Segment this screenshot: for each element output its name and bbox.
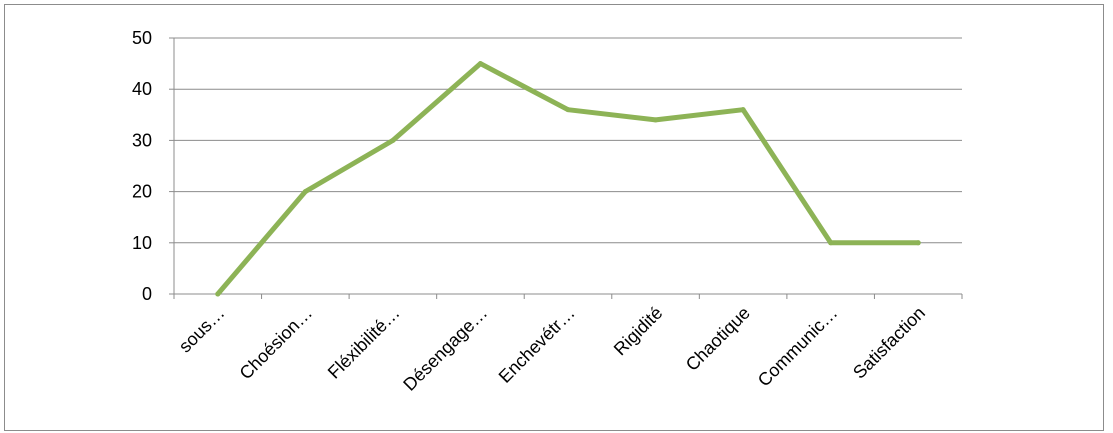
y-tick-label-30: 30	[132, 130, 152, 150]
data-point-5	[653, 117, 659, 123]
data-point-1	[302, 189, 308, 195]
y-tick-label-0: 0	[142, 284, 152, 304]
data-point-3	[477, 61, 483, 67]
x-tick-label-8: Satisfaction	[849, 303, 929, 383]
data-point-6	[740, 107, 746, 113]
x-tick-label-1: Choésion…	[236, 303, 317, 384]
data-point-8	[915, 240, 921, 246]
data-point-7	[828, 240, 834, 246]
series-line-0	[215, 61, 921, 297]
y-tick-label-10: 10	[132, 233, 152, 253]
x-tick-label-0: sous…	[175, 303, 229, 357]
y-tick-label-50: 50	[132, 28, 152, 48]
x-tick-label-6: Chaotique	[682, 303, 754, 375]
y-tick-labels: 0 10 20 30 40 50	[132, 28, 152, 304]
x-tick-label-2: Fléxibilité…	[324, 303, 404, 383]
y-tick-label-40: 40	[132, 79, 152, 99]
x-tick-label-7: Communic…	[754, 303, 842, 391]
x-tick-label-4: Enchevétr…	[495, 303, 579, 387]
gridlines	[174, 37, 962, 244]
data-point-0	[215, 291, 221, 297]
x-tick-label-3: Désengage…	[399, 303, 491, 395]
data-point-4	[565, 107, 571, 113]
x-tick-label-5: Rigidité	[610, 303, 667, 360]
x-tick-labels: sous… Choésion… Fléxibilité…Désengage… Ench…	[175, 303, 929, 395]
data-point-2	[390, 137, 396, 143]
series-layer	[215, 61, 921, 297]
chart-frame	[4, 4, 1104, 431]
axes	[169, 37, 963, 299]
y-tick-label-20: 20	[132, 182, 152, 202]
